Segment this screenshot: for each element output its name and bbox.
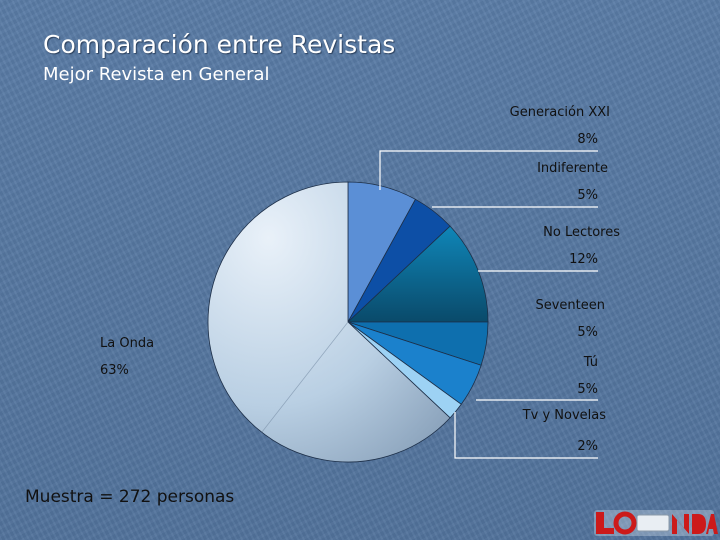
slice-label-tu: Tú: [583, 355, 598, 370]
pie-slice-la-onda: [207, 181, 451, 463]
slice-label-generacion-xxi: Generación XXI: [510, 105, 610, 120]
slice-label-tv-y-novelas: Tv y Novelas: [522, 408, 607, 423]
slice-label-no-lectores: No Lectores: [543, 225, 620, 240]
slide-title: Comparación entre Revistas: [43, 30, 396, 59]
slice-value-la-onda: 63%: [100, 363, 129, 378]
slice-label-la-onda: La Onda: [100, 336, 154, 351]
slice-value-tu: 5%: [577, 382, 598, 397]
sample-size-note: Muestra = 272 personas: [25, 487, 235, 507]
slice-shading-line: [261, 321, 349, 433]
slice-value-indiferente: 5%: [577, 188, 598, 203]
slice-value-seventeen: 5%: [577, 325, 598, 340]
slice-label-indiferente: Indiferente: [537, 161, 608, 176]
slice-value-generacion-xxi: 8%: [577, 132, 598, 147]
leader-line-tv-y-novelas: [454, 412, 598, 459]
chart-subtitle: Mejor Revista en General: [43, 64, 270, 85]
slice-value-no-lectores: 12%: [569, 252, 598, 267]
leader-line-generacion-xxi: [379, 150, 598, 190]
slice-value-tv-y-novelas: 2%: [577, 439, 598, 454]
slice-label-seventeen: Seventeen: [535, 298, 605, 313]
la-onda-logo: [594, 510, 718, 536]
